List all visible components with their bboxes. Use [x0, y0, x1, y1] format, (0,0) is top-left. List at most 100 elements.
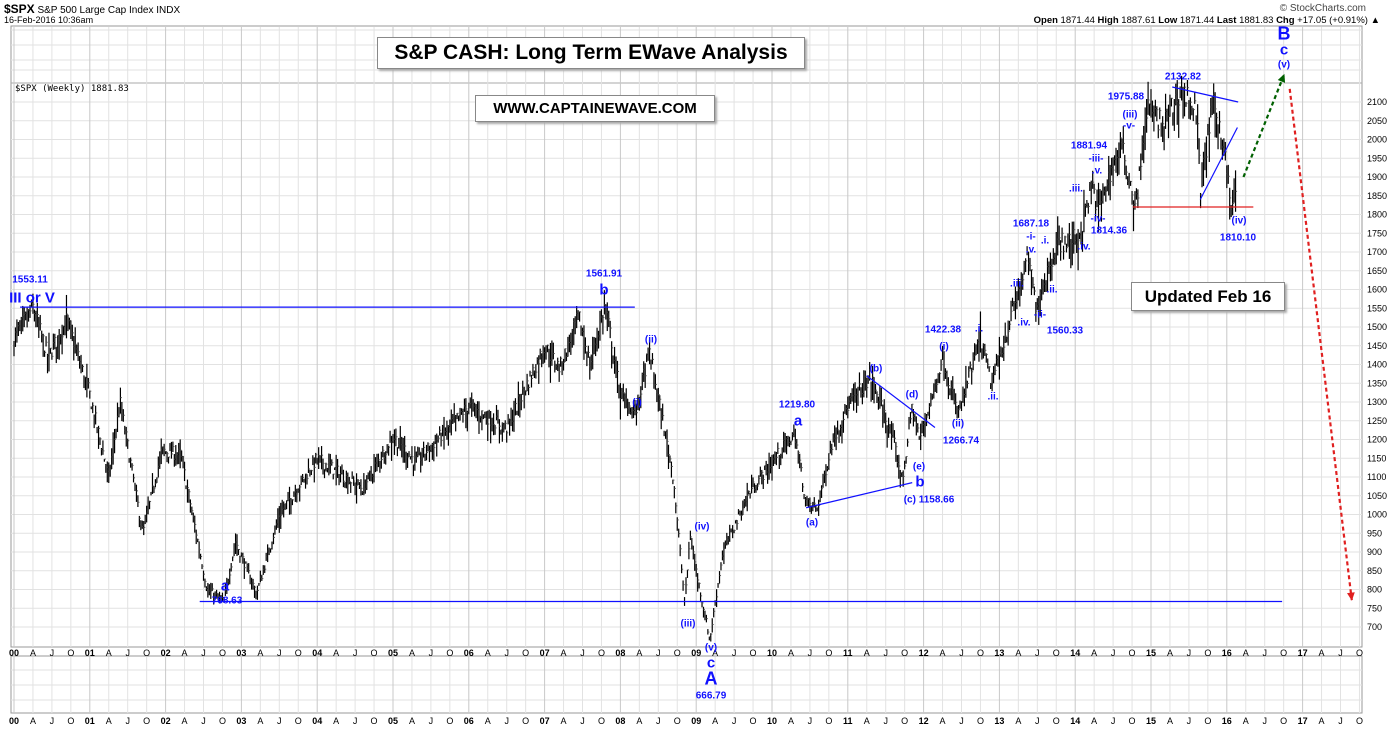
x-tick-year: 02 — [161, 648, 171, 658]
ohlc-value: 1871.44 — [1060, 15, 1098, 26]
ohlc-key: Chg — [1276, 15, 1298, 26]
x-tick-quarter: O — [67, 716, 74, 726]
x-tick-quarter: O — [67, 648, 74, 658]
x-tick-quarter: A — [864, 648, 870, 658]
wave-label: A — [704, 668, 718, 689]
wave-label: b — [599, 281, 609, 299]
x-tick-quarter: O — [674, 716, 681, 726]
x-tick-quarter: J — [504, 648, 509, 658]
x-tick-quarter: O — [1280, 648, 1287, 658]
wave-label: 1422.38 — [924, 324, 962, 336]
x-tick-quarter: A — [788, 716, 794, 726]
wave-label: a — [793, 412, 803, 430]
x-tick-quarter: O — [522, 716, 529, 726]
x-tick-quarter: A — [1319, 648, 1325, 658]
x-tick-year: 02 — [161, 716, 171, 726]
y-tick-label: 1100 — [1367, 472, 1386, 482]
wave-label: .v. — [1025, 244, 1037, 256]
y-tick-label: 950 — [1367, 528, 1382, 538]
x-tick-quarter: J — [277, 648, 282, 658]
x-tick-year: 03 — [236, 716, 246, 726]
y-tick-label: 2050 — [1367, 116, 1387, 126]
x-tick-quarter: A — [106, 716, 112, 726]
x-tick-quarter: A — [864, 716, 870, 726]
wave-label: III or V — [9, 289, 55, 307]
x-tick-quarter: O — [446, 716, 453, 726]
x-tick-quarter: J — [808, 648, 813, 658]
updated-box: Updated Feb 16 — [1131, 282, 1285, 311]
y-tick-label: 1700 — [1367, 247, 1387, 257]
wave-label: -v- — [1122, 120, 1136, 132]
x-tick-quarter: J — [1187, 716, 1192, 726]
x-tick-year: 15 — [1146, 648, 1156, 658]
x-tick-quarter: A — [1015, 648, 1021, 658]
x-tick-quarter: O — [1053, 716, 1060, 726]
x-tick-year: 09 — [691, 716, 701, 726]
x-tick-quarter: J — [1111, 716, 1116, 726]
x-tick-year: 16 — [1222, 716, 1232, 726]
x-tick-quarter: O — [1129, 716, 1136, 726]
y-tick-label: 1000 — [1367, 510, 1387, 520]
wave-label: (d) — [905, 389, 919, 401]
x-tick-quarter: J — [353, 716, 358, 726]
x-tick-year: 11 — [843, 648, 853, 658]
chart-header: $SPX S&P 500 Large Cap Index INDX — [4, 2, 180, 16]
x-tick-year: 10 — [767, 648, 777, 658]
y-tick-label: 1300 — [1367, 397, 1387, 407]
symbol: $SPX — [4, 2, 35, 16]
wave-label: .iv. — [1017, 317, 1031, 329]
wave-label: (iii) — [1122, 109, 1138, 121]
wave-label: .iii. — [1069, 183, 1083, 195]
x-tick-quarter: A — [485, 716, 491, 726]
x-tick-quarter: O — [371, 716, 378, 726]
ohlc-key: High — [1097, 15, 1122, 26]
wave-label: (v) — [1277, 59, 1291, 71]
x-tick-quarter: A — [712, 648, 718, 658]
x-tick-quarter: J — [656, 648, 661, 658]
x-tick-quarter: A — [485, 648, 491, 658]
x-tick-quarter: J — [959, 648, 964, 658]
y-tick-label: 900 — [1367, 547, 1382, 557]
y-tick-label: 1500 — [1367, 322, 1387, 332]
y-tick-label: 1350 — [1367, 378, 1387, 388]
ohlc-value: 1871.44 — [1179, 15, 1217, 26]
x-tick-year: 12 — [919, 716, 929, 726]
x-tick-quarter: J — [125, 648, 130, 658]
x-tick-quarter: J — [732, 716, 737, 726]
up-projection-arrow — [1242, 73, 1286, 178]
x-tick-quarter: J — [504, 716, 509, 726]
x-tick-year: 04 — [312, 648, 322, 658]
x-tick-quarter: J — [959, 716, 964, 726]
wave-label: 1975.88 — [1107, 91, 1145, 103]
y-tick-label: 1750 — [1367, 228, 1387, 238]
x-tick-quarter: A — [1243, 716, 1249, 726]
x-tick-year: 01 — [85, 648, 95, 658]
x-tick-quarter: A — [409, 648, 415, 658]
x-tick-quarter: J — [1035, 716, 1040, 726]
wave-label: (b) — [869, 363, 883, 375]
wave-label: .i. — [974, 323, 984, 335]
x-tick-quarter: J — [429, 716, 434, 726]
x-tick-quarter: O — [143, 716, 150, 726]
x-tick-year: 10 — [767, 716, 777, 726]
x-tick-quarter: A — [333, 716, 339, 726]
x-tick-quarter: J — [1338, 716, 1343, 726]
x-tick-quarter: A — [257, 648, 263, 658]
y-tick-label: 1600 — [1367, 285, 1387, 295]
x-tick-quarter: O — [977, 648, 984, 658]
wave-label: B — [1277, 23, 1291, 44]
y-tick-label: 850 — [1367, 566, 1382, 576]
x-tick-quarter: J — [201, 716, 206, 726]
x-tick-year: 04 — [312, 716, 322, 726]
top-rising-line — [1199, 127, 1238, 200]
x-tick-year: 11 — [843, 716, 853, 726]
x-tick-year: 16 — [1222, 648, 1232, 658]
x-tick-year: 07 — [540, 716, 550, 726]
x-tick-quarter: J — [656, 716, 661, 726]
wave-label: a — [220, 577, 230, 595]
x-tick-year: 13 — [994, 716, 1004, 726]
x-tick-quarter: J — [1035, 648, 1040, 658]
x-tick-quarter: J — [808, 716, 813, 726]
ohlc-value: 1881.83 — [1239, 15, 1277, 26]
wave-label: 1881.94 — [1070, 140, 1108, 152]
